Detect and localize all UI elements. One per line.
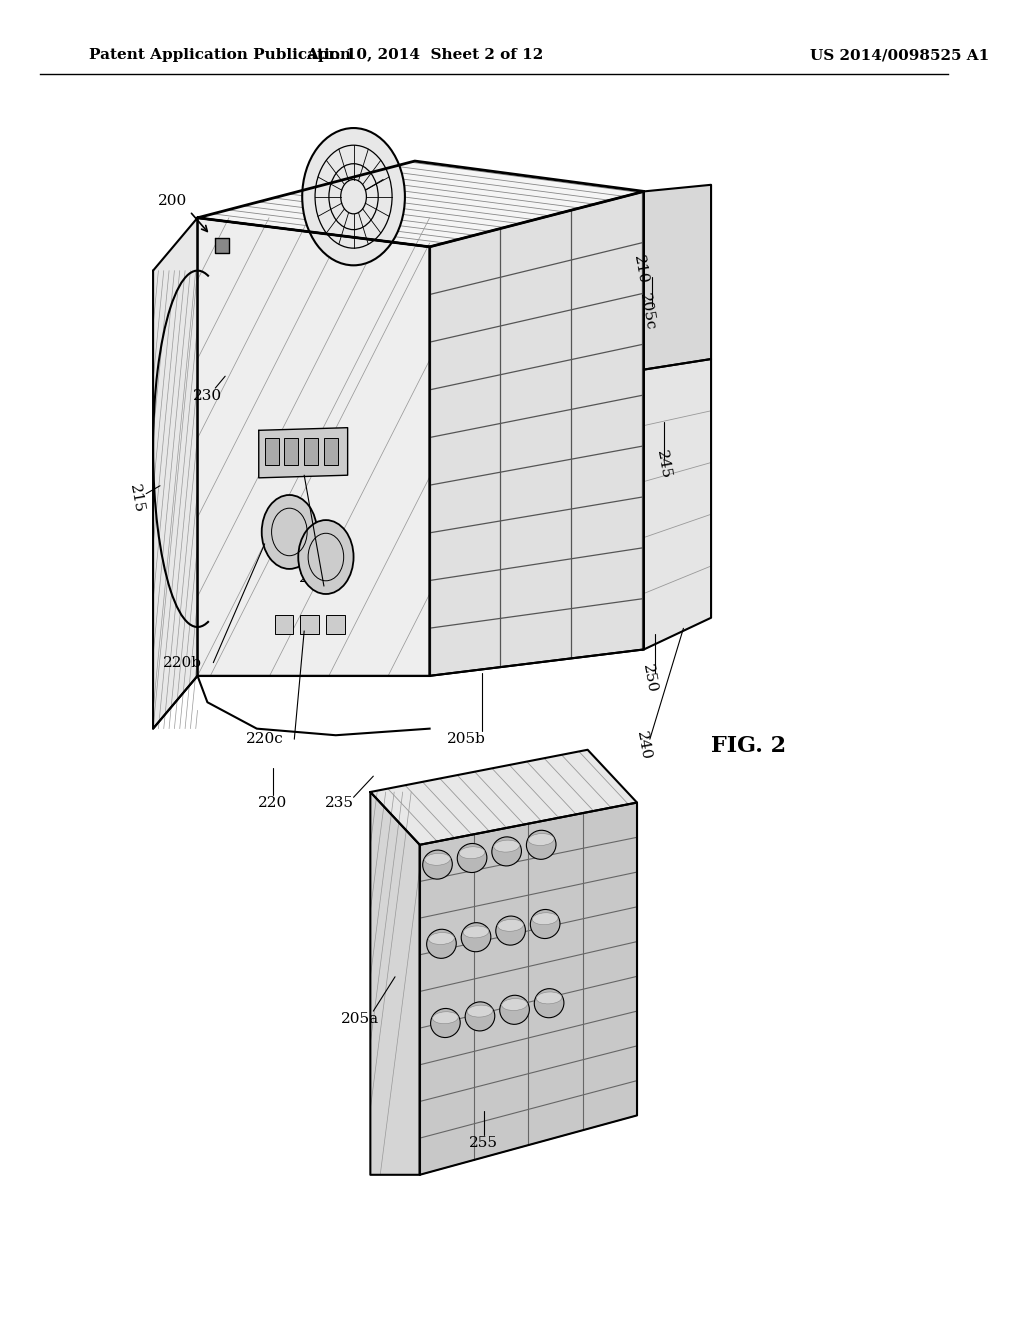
Polygon shape xyxy=(215,238,229,253)
Bar xyxy=(326,615,345,634)
Ellipse shape xyxy=(423,850,453,879)
Polygon shape xyxy=(644,185,711,370)
Text: 225: 225 xyxy=(369,165,397,178)
Bar xyxy=(300,615,319,634)
Ellipse shape xyxy=(537,991,562,1005)
Polygon shape xyxy=(198,218,430,676)
Bar xyxy=(324,438,338,465)
Polygon shape xyxy=(430,191,644,676)
Ellipse shape xyxy=(467,1005,493,1018)
Text: FIG. 2: FIG. 2 xyxy=(711,735,786,756)
Text: Apr. 10, 2014  Sheet 2 of 12: Apr. 10, 2014 Sheet 2 of 12 xyxy=(306,49,544,62)
Polygon shape xyxy=(420,803,637,1175)
Polygon shape xyxy=(371,792,420,1175)
Ellipse shape xyxy=(496,916,525,945)
Text: 240: 240 xyxy=(635,730,653,762)
Text: 220: 220 xyxy=(258,796,287,809)
Bar xyxy=(285,438,298,465)
Ellipse shape xyxy=(458,843,486,873)
Ellipse shape xyxy=(498,919,523,932)
Ellipse shape xyxy=(427,929,457,958)
Text: 205a: 205a xyxy=(341,1012,380,1026)
Ellipse shape xyxy=(492,837,521,866)
Text: 220a: 220a xyxy=(299,572,337,585)
Text: 200: 200 xyxy=(158,194,187,207)
Ellipse shape xyxy=(500,995,529,1024)
Text: 230: 230 xyxy=(193,389,222,403)
Circle shape xyxy=(298,520,353,594)
Ellipse shape xyxy=(465,1002,495,1031)
Polygon shape xyxy=(259,428,347,478)
Text: Patent Application Publication: Patent Application Publication xyxy=(89,49,351,62)
Polygon shape xyxy=(198,161,644,247)
Polygon shape xyxy=(644,359,711,649)
Circle shape xyxy=(262,495,317,569)
Polygon shape xyxy=(371,750,637,845)
Ellipse shape xyxy=(530,909,560,939)
Text: 205b: 205b xyxy=(446,733,485,746)
Ellipse shape xyxy=(463,925,488,939)
Ellipse shape xyxy=(532,912,558,925)
Text: US 2014/0098525 A1: US 2014/0098525 A1 xyxy=(810,49,989,62)
Ellipse shape xyxy=(535,989,564,1018)
Text: 235: 235 xyxy=(326,796,354,809)
Ellipse shape xyxy=(425,853,451,866)
Ellipse shape xyxy=(432,1011,458,1024)
Text: 205c: 205c xyxy=(637,292,657,331)
Bar xyxy=(264,438,279,465)
Text: 215: 215 xyxy=(127,483,145,515)
Ellipse shape xyxy=(526,830,556,859)
Ellipse shape xyxy=(429,932,455,945)
Bar xyxy=(274,615,293,634)
Circle shape xyxy=(302,128,404,265)
Text: 210: 210 xyxy=(631,253,649,285)
Bar xyxy=(304,438,318,465)
Text: 245: 245 xyxy=(654,449,673,480)
Polygon shape xyxy=(153,218,198,729)
Ellipse shape xyxy=(459,846,485,859)
Text: 220c: 220c xyxy=(246,733,284,746)
Ellipse shape xyxy=(502,998,527,1011)
Text: 255: 255 xyxy=(469,1137,499,1150)
Ellipse shape xyxy=(431,1008,460,1038)
Ellipse shape xyxy=(461,923,490,952)
Ellipse shape xyxy=(494,840,519,853)
Text: 220b: 220b xyxy=(163,656,202,669)
Text: 250: 250 xyxy=(640,663,659,694)
Ellipse shape xyxy=(528,833,554,846)
